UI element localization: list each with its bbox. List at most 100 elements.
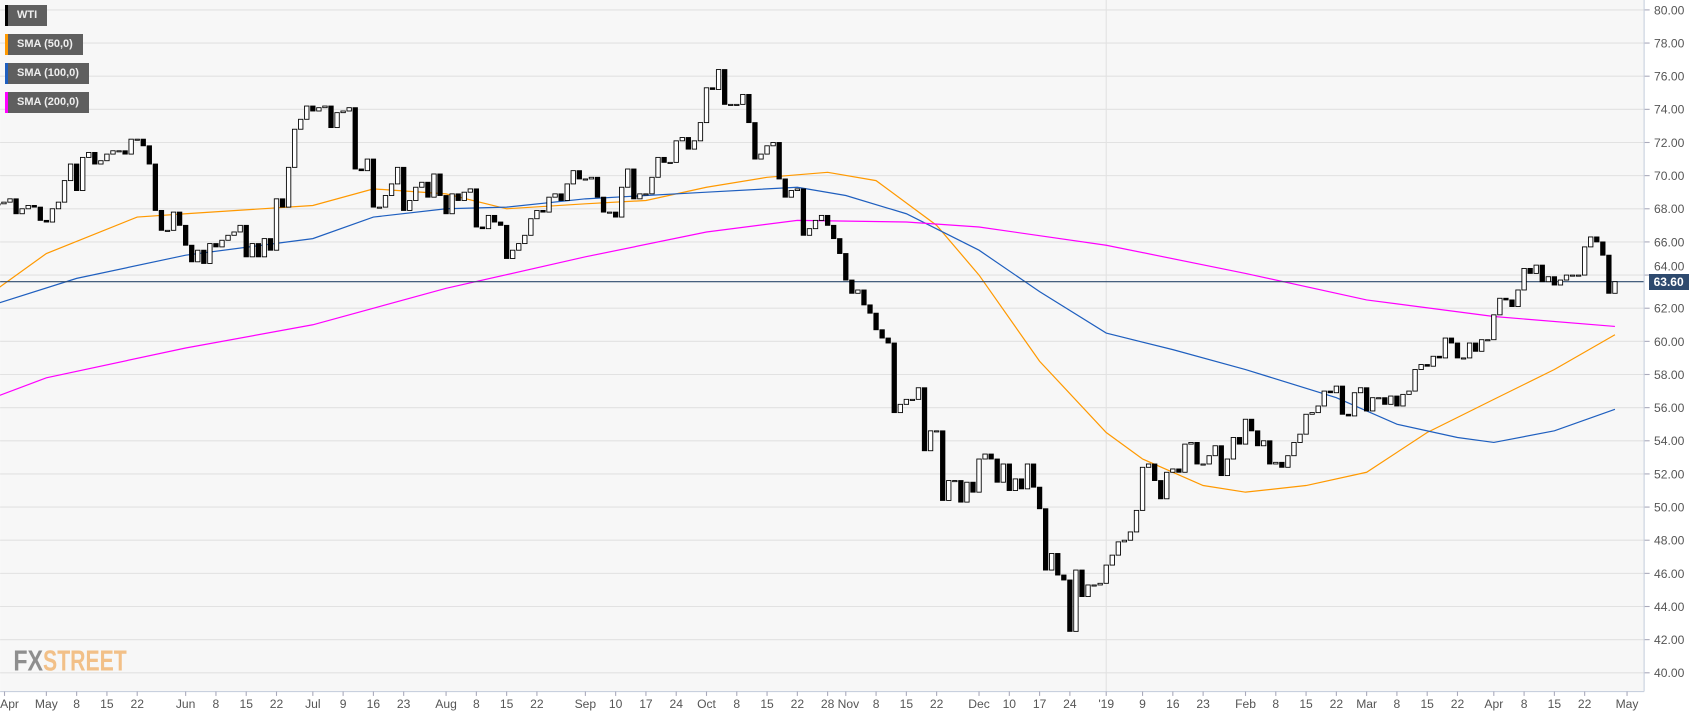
candle-down <box>885 337 891 344</box>
legend-swatch <box>5 5 8 26</box>
candle-up <box>207 243 213 264</box>
y-tick-label: 62.00 <box>1654 302 1685 316</box>
last-price-tag: 63.60 <box>1648 273 1689 290</box>
x-tick-label: 9 <box>340 697 347 711</box>
candle-down <box>146 145 152 165</box>
y-tick-label: 68.00 <box>1654 202 1685 216</box>
candle-down <box>1043 508 1049 571</box>
legend-item[interactable]: SMA (50,0) <box>5 34 83 55</box>
candle-up <box>1533 264 1539 274</box>
x-tick-label: 17 <box>1033 697 1047 711</box>
candle-up <box>818 214 825 221</box>
logo-street: STREET <box>43 646 127 678</box>
candle-down <box>1176 468 1182 473</box>
candle-down <box>1236 437 1243 445</box>
candle-down <box>1055 553 1061 576</box>
x-tick-label: 15 <box>239 697 253 711</box>
candle-up <box>419 181 425 188</box>
candle-up <box>673 140 679 163</box>
y-tick-label: 80.00 <box>1654 3 1685 17</box>
candle-up <box>564 183 570 201</box>
y-tick-label: 70.00 <box>1654 169 1685 183</box>
legend-item[interactable]: SMA (200,0) <box>5 92 89 113</box>
candle-up <box>316 107 322 112</box>
candle-down <box>1539 264 1545 283</box>
candle-up <box>1460 357 1467 360</box>
candle-down <box>879 329 885 339</box>
y-tick-label: 54.00 <box>1654 434 1685 448</box>
x-tick-label: 22 <box>1578 697 1592 711</box>
candle-down <box>13 198 19 215</box>
legend-item[interactable]: SMA (100,0) <box>5 63 89 84</box>
candle-up <box>1000 463 1006 483</box>
y-tick-label: 50.00 <box>1654 500 1685 514</box>
candle-up <box>728 103 734 106</box>
candle-down <box>1448 337 1455 344</box>
x-tick-label: May <box>35 697 59 711</box>
candle-up <box>619 186 625 218</box>
y-tick-label: 58.00 <box>1654 368 1685 382</box>
x-tick-label: 15 <box>100 697 114 711</box>
candle-up <box>110 150 116 155</box>
y-tick-label: 74.00 <box>1654 103 1685 117</box>
candle-up <box>1430 355 1436 367</box>
candle-up <box>546 196 552 213</box>
candle-up <box>606 211 613 214</box>
x-tick-label: 10 <box>609 697 623 711</box>
candle-up <box>346 107 352 112</box>
candle-down <box>455 193 461 201</box>
candle-down <box>837 238 843 254</box>
candle-up <box>952 480 958 483</box>
candle-down <box>140 138 146 147</box>
candle-down <box>1345 413 1352 417</box>
candle-down <box>613 211 619 218</box>
x-tick-label: 15 <box>760 697 774 711</box>
y-axis: 80.00 78.00 76.00 74.00 72.00 70.00 68.00 66.00… <box>1643 0 1685 692</box>
candle-down <box>685 137 691 150</box>
sma-line-1000 <box>0 186 1616 444</box>
candle-down <box>255 243 261 258</box>
x-tick-label: 8 <box>1272 697 1279 711</box>
x-tick-label: Apr <box>0 697 19 711</box>
candle-down <box>1600 241 1606 256</box>
candle-down <box>1503 297 1509 301</box>
candle-up <box>394 166 401 185</box>
candle-down <box>994 458 1000 483</box>
candle-up <box>461 191 467 201</box>
candle-up <box>61 180 68 203</box>
x-tick-label: Apr <box>1484 697 1503 711</box>
candle-down <box>358 168 364 172</box>
x-tick-label: 15 <box>500 697 514 711</box>
candle-up <box>794 188 800 191</box>
candle-up <box>1261 440 1267 447</box>
candle-down <box>73 163 80 191</box>
candle-up <box>691 140 698 150</box>
candle-up <box>679 137 685 142</box>
x-tick-label: Jun <box>176 697 196 711</box>
legend-swatch <box>5 63 8 84</box>
candle-down <box>1394 395 1400 407</box>
candle-up <box>1297 433 1303 443</box>
candle-up <box>304 105 310 120</box>
legend-item[interactable]: WTI <box>5 5 48 26</box>
x-tick-label: 15 <box>1299 697 1313 711</box>
candle-up <box>237 224 243 233</box>
candle-down <box>752 122 758 160</box>
candle-up <box>1575 274 1582 277</box>
candle-down <box>861 289 867 306</box>
candle-down <box>1018 478 1025 490</box>
candle-down <box>746 93 752 124</box>
candle-down <box>183 224 189 246</box>
candle-down <box>152 163 159 211</box>
candle-up <box>1412 369 1418 392</box>
x-tick-label: 24 <box>669 697 683 711</box>
candle-down <box>1194 442 1200 465</box>
y-tick-label: 76.00 <box>1654 70 1685 84</box>
candle-up <box>703 87 710 124</box>
candle-down <box>1473 342 1479 352</box>
candle-up <box>1491 314 1497 341</box>
candle-up <box>1466 342 1473 359</box>
candle-up <box>1418 364 1424 370</box>
